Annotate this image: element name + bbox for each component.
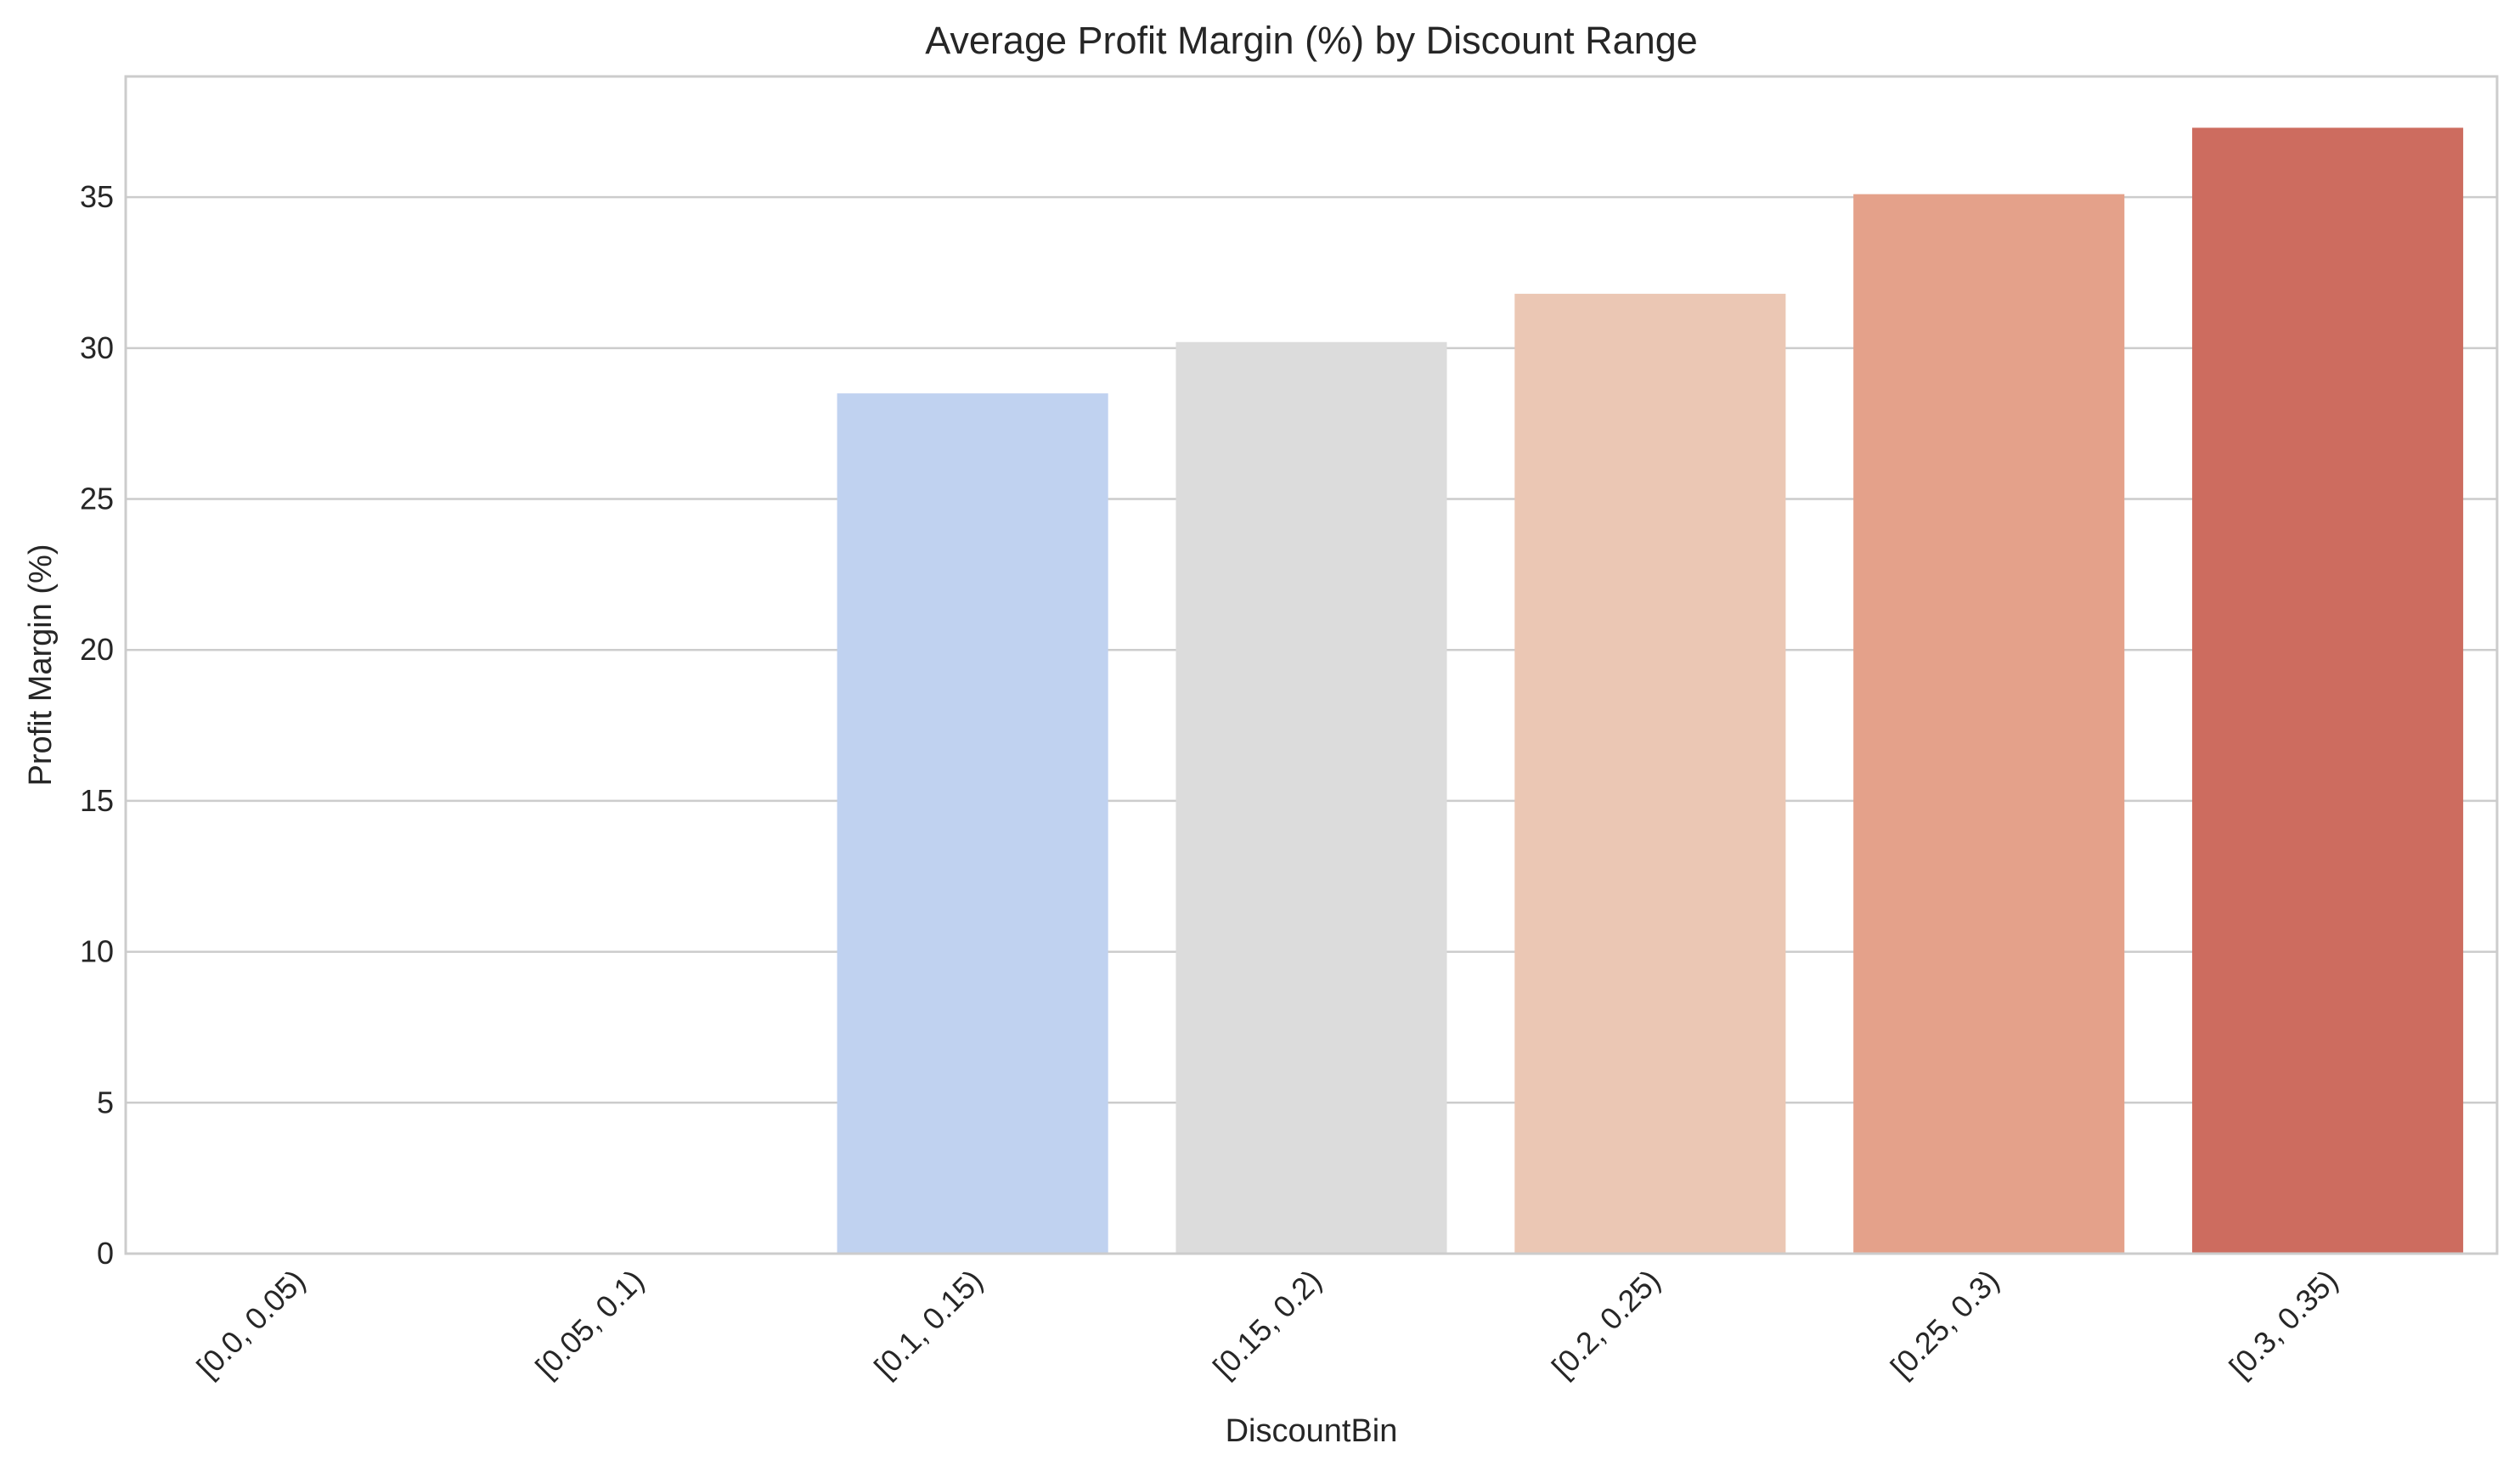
bars <box>837 127 2464 1254</box>
y-axis-title: Profit Margin (%) <box>23 544 59 786</box>
y-tick-label: 0 <box>97 1236 114 1271</box>
y-tick-label: 20 <box>80 632 114 667</box>
y-tick-label: 25 <box>80 482 114 516</box>
bar <box>1514 293 1786 1254</box>
chart-title: Average Profit Margin (%) by Discount Ra… <box>925 19 1698 62</box>
y-tick-label: 10 <box>80 934 114 969</box>
y-tick-label: 5 <box>97 1085 114 1119</box>
bar <box>1175 341 1447 1254</box>
y-tick-label: 30 <box>80 330 114 365</box>
y-tick-label: 35 <box>80 179 114 214</box>
plot-frame <box>124 75 2499 1255</box>
bar <box>837 393 1108 1254</box>
y-tick-labels: 0 5 10 15 20 25 30 35 <box>80 179 114 1271</box>
x-axis-title: DiscountBin <box>1226 1413 1398 1449</box>
bar <box>2192 127 2464 1254</box>
bar <box>1853 194 2125 1254</box>
y-tick-label: 15 <box>80 783 114 818</box>
